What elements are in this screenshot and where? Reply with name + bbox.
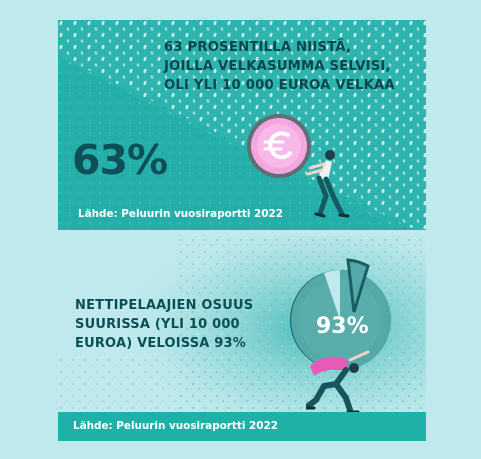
- bottom-headline: NETTIPELAAJIEN OSUUS SUURISSA (YLI 10 00…: [75, 298, 254, 351]
- pie-chart-icon: [290, 258, 392, 370]
- top-card-background: [58, 20, 426, 230]
- euro-coin-icon: [247, 114, 311, 178]
- bottom-percent: 93%: [316, 314, 369, 339]
- bottom-footer-bar: Lähde: Peluurin vuosiraportti 2022: [58, 412, 426, 441]
- person-carrying-icon: [306, 350, 370, 414]
- top-card: 63 PROSENTILLA NIISTÄ, JOILLA VELKASUMMA…: [58, 20, 426, 230]
- top-headline: 63 PROSENTILLA NIISTÄ, JOILLA VELKASUMMA…: [164, 40, 395, 93]
- top-source: Lähde: Peluurin vuosiraportti 2022: [78, 208, 283, 220]
- person-pushing-icon: [306, 150, 350, 218]
- bottom-source: Lähde: Peluurin vuosiraportti 2022: [73, 420, 278, 432]
- bottom-card: NETTIPELAAJIEN OSUUS SUURISSA (YLI 10 00…: [58, 236, 426, 441]
- top-percent: 63%: [72, 136, 168, 184]
